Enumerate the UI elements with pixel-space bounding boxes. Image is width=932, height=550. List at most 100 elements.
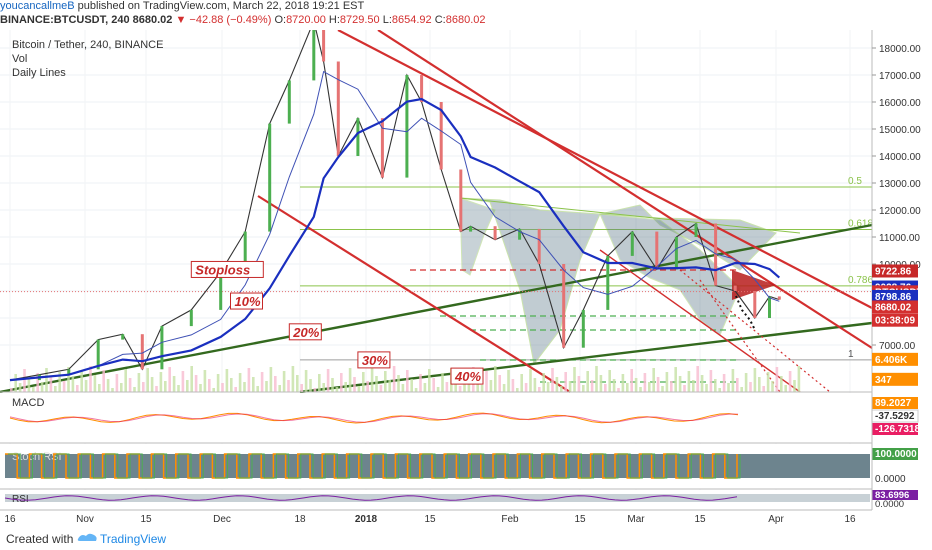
- volume-bar: [727, 383, 730, 392]
- price-tick-label: 18000.00: [879, 44, 921, 55]
- volume-bar: [102, 370, 105, 392]
- volume-bar: [573, 367, 576, 392]
- price-tick-label: 17000.00: [879, 71, 921, 82]
- chart-canvas[interactable]: 0.5 0.618 0.786 1 Stoploss 10% 20% 30% 40% Bitc…: [0, 30, 932, 528]
- fib-level-label: 1: [848, 349, 854, 360]
- volume-bar: [76, 385, 79, 392]
- time-tick-label: 15: [140, 514, 152, 525]
- volume-bar: [599, 375, 603, 392]
- volume-bar: [309, 379, 312, 392]
- stoch-rsi-band: [5, 454, 870, 478]
- volume-bar: [419, 374, 422, 392]
- stoch-value-text: 100.0000: [875, 449, 917, 460]
- volume-bar: [678, 376, 682, 392]
- volume-bar: [89, 366, 92, 392]
- legend-daily-lines: Daily Lines: [12, 67, 66, 79]
- volume-bar: [45, 368, 48, 392]
- volume-bar: [718, 388, 721, 392]
- annotation-box: [190, 260, 264, 278]
- volume-bar: [564, 372, 567, 392]
- volume-bar: [414, 388, 418, 392]
- volume-bar: [643, 373, 647, 392]
- volume-bar: [230, 378, 233, 392]
- volume-bar: [480, 385, 484, 392]
- open-label: O:: [274, 14, 287, 26]
- macd-pane[interactable]: [0, 393, 872, 443]
- volume-bar: [36, 373, 39, 392]
- volume-bar: [159, 372, 163, 392]
- volume-bar: [626, 383, 629, 392]
- volume-bar: [287, 380, 290, 392]
- volume-bar: [498, 375, 501, 392]
- volume-bar: [124, 369, 127, 392]
- rsi-value-text: 83.6996: [875, 490, 909, 501]
- volume-bar: [538, 387, 541, 392]
- annotation-text: Stoploss: [195, 262, 250, 277]
- candle: [493, 226, 497, 240]
- volume-bar: [274, 376, 277, 392]
- candle: [768, 296, 771, 318]
- author-link[interactable]: youcancallmeB: [0, 0, 75, 12]
- volume-bar: [203, 370, 207, 392]
- volume-bar: [634, 378, 638, 392]
- volume-bar: [115, 374, 119, 392]
- time-axis[interactable]: 16 Nov 15 Dec 18 2018 15 Feb 15 Mar 15 Apr 16: [4, 514, 856, 525]
- published-text: published on TradingView.com, March 22, …: [77, 0, 365, 12]
- candle: [733, 285, 737, 291]
- volume-bar: [595, 366, 598, 392]
- macd-value-text: -126.7318: [875, 424, 920, 435]
- rsi-value-text: 0.0000: [875, 499, 904, 510]
- candle: [287, 80, 291, 124]
- tradingview-brand-link[interactable]: TradingView: [100, 532, 167, 546]
- time-tick-label: 18: [294, 514, 306, 525]
- volume-bar: [705, 384, 708, 392]
- volume-bar: [709, 370, 713, 392]
- candle: [268, 123, 272, 232]
- price-axis-badge: [872, 264, 918, 278]
- volume-bar: [520, 374, 523, 392]
- volume-bar: [172, 376, 176, 392]
- candle: [189, 309, 193, 327]
- volume-bar: [485, 371, 488, 392]
- annotation-box: [230, 292, 263, 310]
- volume-bar: [98, 384, 101, 392]
- price-axis-badge: [872, 289, 918, 303]
- volume-bar: [736, 378, 739, 392]
- volume-bar: [318, 374, 321, 392]
- price-tick-label: 14000.00: [879, 152, 921, 163]
- volume-bar: [731, 369, 735, 392]
- volume-bar: [208, 379, 211, 392]
- volume-bar: [194, 375, 198, 392]
- red-triangle-marker: [732, 270, 776, 300]
- legend-vol: Vol: [12, 53, 27, 65]
- price-axis-badge-text: 8680.02: [875, 302, 912, 313]
- volume-bar: [696, 366, 699, 392]
- volume-bar: [252, 377, 255, 392]
- volume-bar: [428, 369, 431, 392]
- volume-bar: [674, 367, 677, 392]
- time-tick-label: Mar: [627, 514, 645, 525]
- volume-bar: [788, 371, 792, 392]
- price-pane[interactable]: [0, 30, 872, 392]
- neckline: [459, 197, 801, 234]
- volume-bar: [54, 386, 57, 392]
- volume-bar: [142, 382, 145, 392]
- symbol-label: BINANCE:BTCUSDT, 240: [0, 14, 130, 26]
- volume-bar: [775, 367, 779, 392]
- volume-bar: [608, 370, 611, 392]
- volume-bar: [106, 379, 110, 392]
- volume-bar: [362, 372, 365, 392]
- last-price: 8680.02: [132, 14, 173, 26]
- volume-bar: [771, 381, 774, 392]
- volume-bar: [23, 369, 26, 392]
- candle: [674, 237, 678, 270]
- candle: [459, 169, 463, 232]
- time-tick-label: Dec: [213, 514, 231, 525]
- rsi-value-badge: [872, 490, 918, 500]
- candle: [655, 231, 659, 270]
- volume-bar: [10, 388, 13, 392]
- red-projection-line: [679, 269, 831, 393]
- volume-bar: [617, 388, 620, 392]
- volume-bar: [639, 387, 642, 392]
- volume-bar: [384, 371, 387, 392]
